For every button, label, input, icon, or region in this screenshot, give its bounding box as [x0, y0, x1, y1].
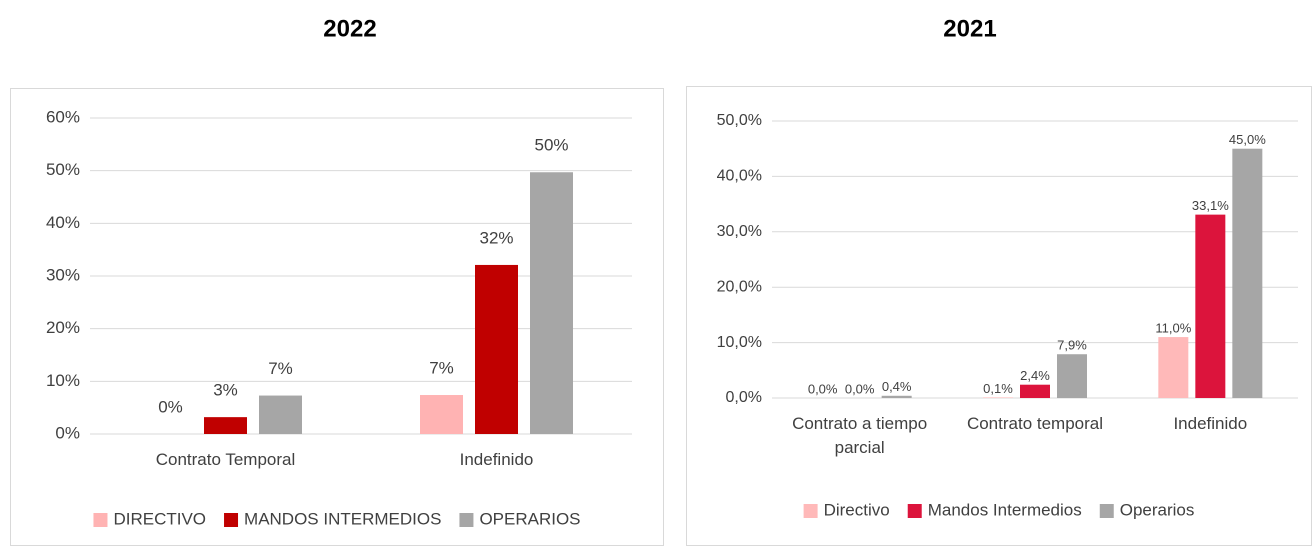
- data-label: 33,1%: [1192, 198, 1229, 213]
- data-label: 2,4%: [1020, 368, 1050, 383]
- y-tick-label: 30,0%: [717, 223, 762, 240]
- legend-swatch: [224, 513, 239, 527]
- x-tick-label: Contrato Temporal: [155, 450, 296, 469]
- bar: [1057, 354, 1087, 398]
- bar: [1158, 337, 1189, 398]
- data-label: 0,0%: [845, 381, 875, 396]
- legend-label: MANDOS INTERMEDIOS: [244, 509, 441, 528]
- data-label: 11,0%: [1155, 320, 1191, 335]
- bar: [530, 172, 573, 434]
- legend-swatch: [803, 504, 818, 518]
- y-tick-label: 20,0%: [717, 278, 762, 295]
- x-tick-label-box: Contrato temporal: [966, 414, 1104, 433]
- legend-swatch: [459, 513, 474, 527]
- data-label: 32%: [479, 228, 513, 247]
- legend-swatch: [1099, 504, 1114, 518]
- y-tick-label: 20%: [46, 318, 80, 337]
- x-tick-label: Indefinido: [459, 450, 534, 469]
- bar: [475, 264, 518, 434]
- legend-label: DIRECTIVO: [113, 509, 206, 528]
- data-label: 45,0%: [1229, 132, 1266, 147]
- x-tick-label: Contrato temporal: [966, 414, 1104, 433]
- y-tick-label: 50%: [46, 160, 80, 179]
- chart-title: 2022: [323, 15, 376, 42]
- bar: [1195, 214, 1226, 398]
- y-tick-label: 60%: [46, 107, 80, 126]
- y-tick-label: 30%: [46, 265, 80, 284]
- chart-title: 2021: [943, 15, 996, 42]
- legend-label: Mandos Intermedios: [928, 500, 1082, 519]
- data-label: 7%: [268, 359, 293, 378]
- y-tick-label: 40%: [46, 213, 80, 232]
- bar: [881, 395, 912, 398]
- x-tick-label: Contrato a tiempo parcial: [792, 414, 928, 457]
- data-label: 0,1%: [983, 381, 1013, 396]
- legend-swatch: [93, 513, 108, 527]
- y-tick-label: 10%: [46, 371, 80, 390]
- bar: [983, 397, 1013, 398]
- legend-label: OPERARIOS: [479, 509, 580, 528]
- y-tick-label: 50,0%: [717, 112, 762, 129]
- legend-swatch: [907, 504, 922, 518]
- data-label: 3%: [213, 381, 238, 400]
- bar: [1232, 148, 1263, 398]
- x-tick-label-box: Indefinido: [1173, 414, 1248, 433]
- bar: [259, 395, 302, 434]
- y-tick-label: 0,0%: [726, 389, 762, 406]
- legend-label: Operarios: [1120, 500, 1195, 519]
- x-tick-label-box: Contrato a tiempo parcial: [792, 414, 928, 457]
- data-label: 0%: [158, 397, 183, 416]
- bar: [420, 395, 463, 434]
- data-label: 7,9%: [1057, 338, 1087, 353]
- legend-label: Directivo: [824, 500, 890, 519]
- y-tick-label: 10,0%: [717, 334, 762, 351]
- y-tick-label: 0%: [55, 423, 80, 442]
- bar: [1020, 384, 1050, 398]
- bar: [204, 417, 247, 434]
- data-label: 0,0%: [808, 381, 838, 396]
- x-tick-label: Indefinido: [1173, 414, 1248, 433]
- data-label: 7%: [429, 359, 454, 378]
- data-label: 50%: [534, 136, 568, 155]
- x-tick-label-box: Indefinido: [459, 450, 534, 469]
- data-label: 0,4%: [882, 379, 912, 394]
- x-tick-label-box: Contrato Temporal: [155, 450, 296, 469]
- y-tick-label: 40,0%: [717, 168, 762, 185]
